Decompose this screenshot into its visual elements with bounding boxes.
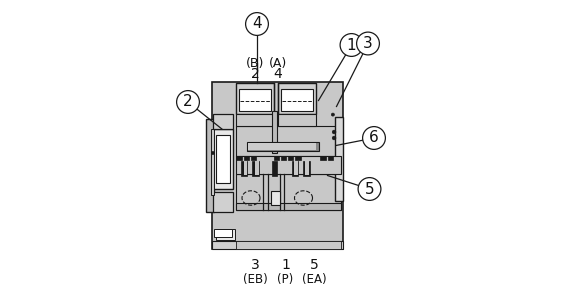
- Bar: [303, 160, 310, 175]
- Bar: [206, 118, 213, 212]
- Bar: [278, 114, 315, 126]
- Text: 4: 4: [252, 16, 262, 32]
- Bar: [281, 88, 312, 111]
- Text: 5: 5: [310, 258, 318, 272]
- Text: 3: 3: [251, 258, 260, 272]
- Bar: [236, 156, 242, 160]
- Circle shape: [332, 136, 336, 140]
- Bar: [212, 82, 342, 249]
- Bar: [236, 174, 341, 210]
- Text: 5: 5: [365, 182, 374, 196]
- Circle shape: [363, 127, 385, 149]
- Bar: [251, 156, 256, 160]
- Circle shape: [340, 34, 363, 56]
- Bar: [236, 126, 341, 156]
- Circle shape: [177, 91, 199, 113]
- Bar: [295, 156, 300, 160]
- Bar: [272, 111, 277, 153]
- Bar: [212, 241, 342, 249]
- Bar: [213, 114, 233, 129]
- Circle shape: [245, 13, 268, 35]
- Bar: [236, 156, 341, 174]
- Bar: [210, 129, 214, 195]
- Bar: [280, 156, 286, 160]
- Bar: [288, 156, 293, 160]
- Bar: [216, 229, 236, 240]
- Text: (A): (A): [269, 56, 287, 70]
- Text: 2: 2: [183, 94, 193, 110]
- Bar: [241, 160, 247, 175]
- Bar: [273, 156, 279, 160]
- Bar: [213, 229, 231, 237]
- Text: 1: 1: [347, 38, 356, 52]
- Bar: [320, 156, 326, 160]
- Bar: [292, 160, 298, 175]
- Bar: [294, 161, 297, 175]
- Circle shape: [331, 113, 335, 116]
- Bar: [252, 160, 258, 175]
- Bar: [335, 117, 342, 201]
- Circle shape: [358, 178, 381, 200]
- Bar: [247, 142, 318, 151]
- Bar: [213, 192, 233, 212]
- Bar: [236, 202, 341, 210]
- Text: (P): (P): [278, 273, 294, 286]
- Bar: [239, 88, 271, 111]
- Circle shape: [357, 32, 380, 55]
- Text: (EA): (EA): [301, 273, 326, 286]
- Text: (B): (B): [245, 56, 264, 70]
- Bar: [236, 241, 341, 249]
- Bar: [272, 160, 277, 175]
- Text: 4: 4: [273, 68, 282, 81]
- Circle shape: [332, 130, 336, 134]
- Bar: [244, 156, 249, 160]
- Text: (EB): (EB): [243, 273, 268, 286]
- Bar: [255, 161, 258, 175]
- Bar: [244, 161, 247, 175]
- Bar: [278, 82, 315, 114]
- Bar: [236, 82, 274, 114]
- Bar: [213, 129, 233, 189]
- Circle shape: [212, 152, 215, 154]
- Bar: [271, 191, 280, 205]
- Text: 6: 6: [369, 130, 379, 146]
- Bar: [305, 161, 309, 175]
- Text: 3: 3: [363, 36, 373, 51]
- Bar: [236, 114, 274, 126]
- Bar: [328, 156, 333, 160]
- Bar: [248, 143, 317, 150]
- Text: 1: 1: [281, 258, 290, 272]
- Text: 2: 2: [251, 68, 259, 81]
- Bar: [216, 135, 230, 183]
